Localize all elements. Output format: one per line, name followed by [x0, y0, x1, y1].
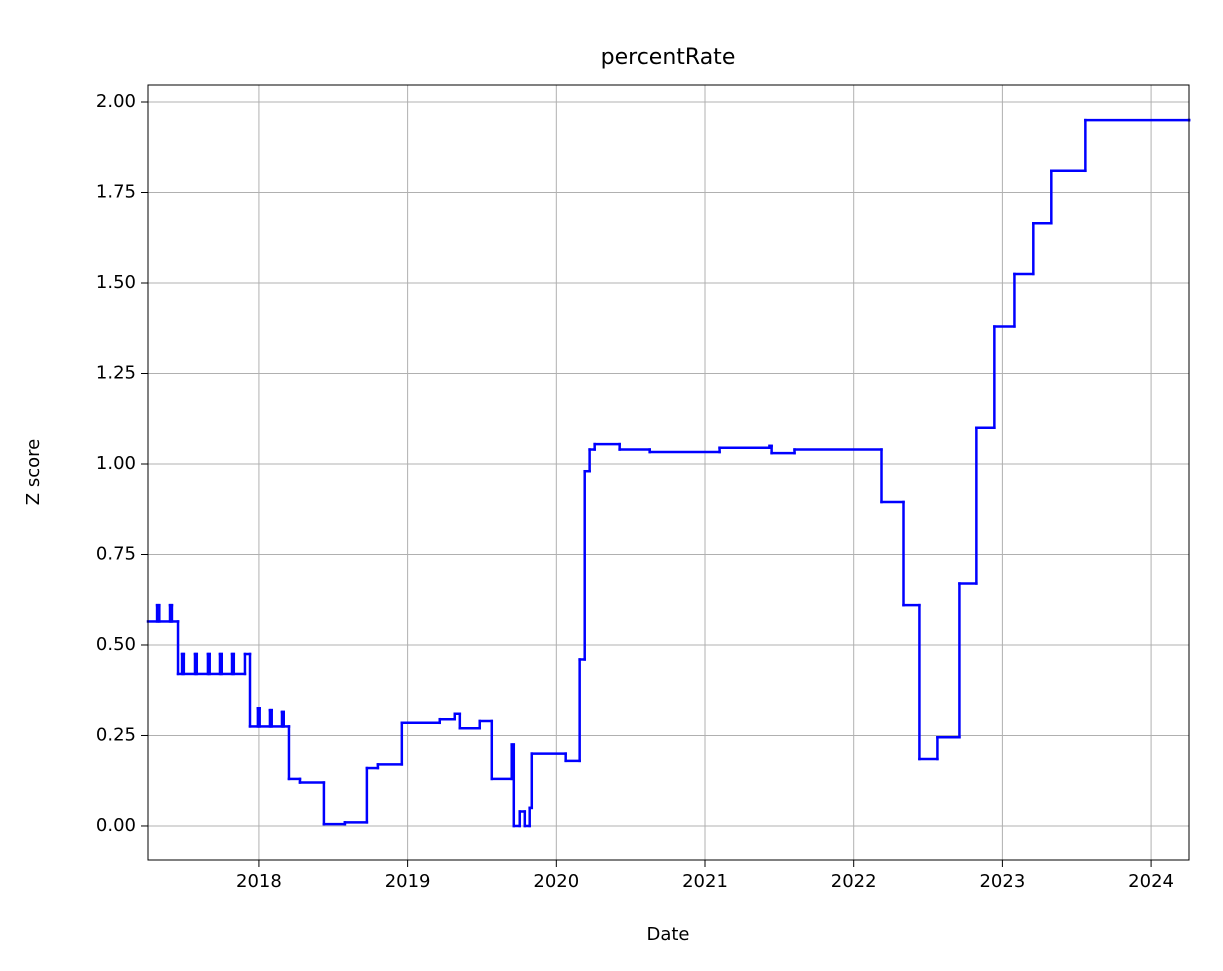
- y-tick-label: 0.00: [96, 815, 136, 836]
- x-tick-label: 2021: [682, 871, 728, 892]
- y-tick-label: 0.25: [96, 724, 136, 745]
- x-tick-label: 2022: [831, 871, 877, 892]
- y-tick-label: 1.00: [96, 453, 136, 474]
- y-tick-label: 0.75: [96, 543, 136, 564]
- y-tick-label: 0.50: [96, 634, 136, 655]
- x-tick-label: 2023: [979, 871, 1025, 892]
- y-tick-label: 1.50: [96, 272, 136, 293]
- x-tick-label: 2019: [385, 871, 431, 892]
- y-tick-label: 2.00: [96, 91, 136, 112]
- x-axis-label: Date: [646, 924, 689, 945]
- y-axis-label: Z score: [23, 439, 44, 505]
- y-tick-label: 1.25: [96, 362, 136, 383]
- plot-frame: [147, 84, 1190, 861]
- x-tick-label: 2018: [236, 871, 282, 892]
- x-tick-label: 2020: [533, 871, 579, 892]
- y-tick-label: 1.75: [96, 182, 136, 203]
- x-tick-label: 2024: [1128, 871, 1174, 892]
- chart-title: percentRate: [601, 45, 736, 70]
